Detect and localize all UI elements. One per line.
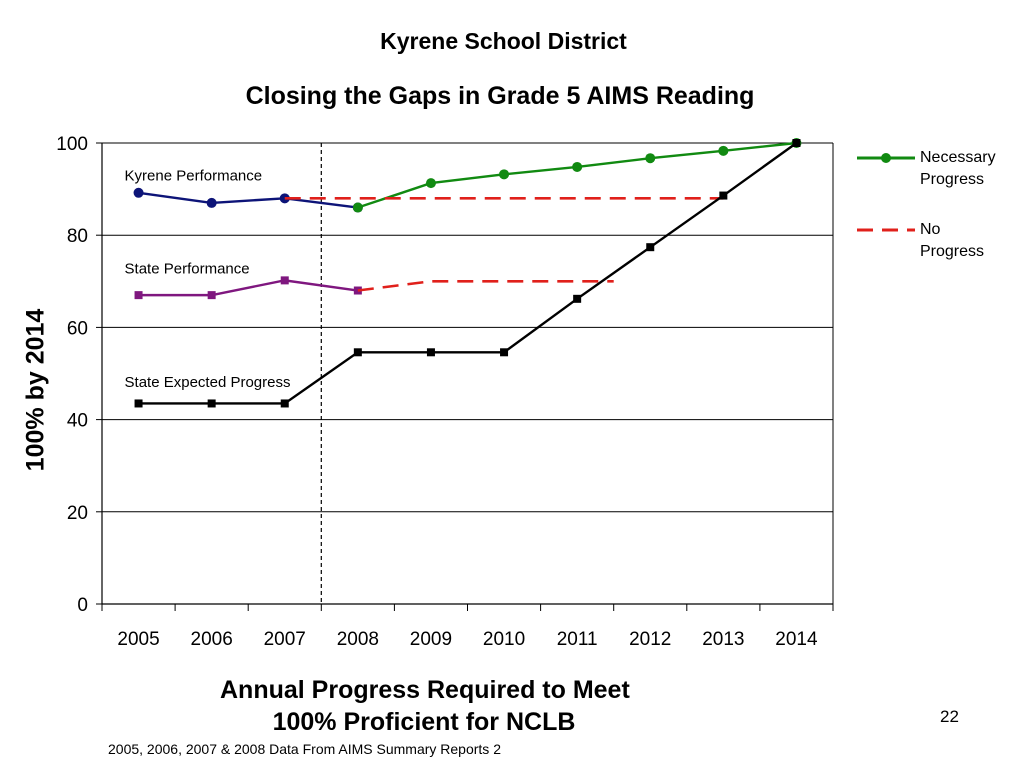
data-point-state-expected-progress bbox=[134, 399, 143, 408]
data-point-state-expected-progress bbox=[719, 191, 728, 200]
data-point-state-performance bbox=[134, 291, 143, 300]
data-point-necessary-progress bbox=[718, 145, 729, 156]
y-tick-label: 80 bbox=[67, 226, 88, 247]
y-tick-label: 40 bbox=[67, 411, 88, 432]
x-tick-label: 2005 bbox=[117, 629, 159, 650]
legend-label-necessary-progress: Necessary Progress bbox=[920, 147, 1020, 191]
data-point-necessary-progress bbox=[572, 161, 583, 172]
data-point-state-performance bbox=[280, 276, 289, 285]
slide-title: Kyrene School District bbox=[380, 28, 627, 54]
legend-label-necessary-progress-line2: Progress bbox=[920, 171, 985, 188]
chart-title: Closing the Gaps in Grade 5 AIMS Reading bbox=[245, 82, 755, 110]
annotation-state-performance: State Performance bbox=[125, 260, 250, 277]
data-point-state-expected-progress bbox=[426, 348, 435, 357]
x-tick-label: 2013 bbox=[702, 629, 744, 650]
legend-label-necessary-progress-line1: Necessary bbox=[920, 149, 996, 166]
legend-label-no-progress: No Progress bbox=[920, 219, 1020, 263]
page-number: 22 bbox=[940, 707, 959, 726]
data-point-state-expected-progress bbox=[792, 139, 801, 147]
data-point-necessary-progress bbox=[425, 178, 436, 189]
series-line-state-performance bbox=[138, 279, 359, 297]
x-axis-label-line1: Annual Progress Required to Meet bbox=[220, 676, 630, 704]
x-tick-label: 2006 bbox=[191, 629, 233, 650]
annotation-state-expected-progress: State Expected Progress bbox=[125, 374, 291, 391]
data-point-necessary-progress bbox=[499, 169, 510, 180]
data-point-kyrene-performance bbox=[206, 197, 217, 208]
data-point-state-expected-progress bbox=[207, 399, 216, 408]
legend-swatch-necessary-progress bbox=[857, 153, 915, 163]
x-tick-label: 2012 bbox=[629, 629, 671, 650]
x-axis-label: Annual Progress Required to Meet 100% Pr… bbox=[220, 674, 630, 738]
x-tick-label: 2014 bbox=[775, 629, 818, 650]
footnote: 2005, 2006, 2007 & 2008 Data From AIMS S… bbox=[108, 741, 501, 757]
legend-label-no-progress-line2: Progress bbox=[920, 243, 985, 260]
series-line-no-progress bbox=[357, 279, 614, 292]
data-point-necessary-progress bbox=[352, 202, 363, 213]
legend-swatch-no-progress bbox=[857, 228, 915, 232]
y-tick-label: 60 bbox=[67, 318, 88, 339]
y-axis-label: 100% by 2014 bbox=[21, 308, 50, 472]
data-point-necessary-progress bbox=[645, 153, 656, 164]
x-tick-label: 2009 bbox=[410, 629, 452, 650]
x-tick-label: 2007 bbox=[264, 629, 306, 650]
annotation-kyrene-performance: Kyrene Performance bbox=[125, 167, 263, 184]
x-axis-label-line2: 100% Proficient for NCLB bbox=[272, 708, 576, 736]
data-point-state-expected-progress bbox=[280, 399, 289, 408]
data-point-state-expected-progress bbox=[353, 348, 362, 357]
series-line-kyrene-performance bbox=[138, 191, 359, 209]
data-point-state-expected-progress bbox=[646, 243, 655, 252]
x-tick-label: 2010 bbox=[483, 629, 525, 650]
y-tick-label: 20 bbox=[67, 503, 88, 524]
data-point-state-expected-progress bbox=[500, 348, 509, 357]
data-point-state-performance bbox=[207, 291, 216, 300]
data-point-kyrene-performance bbox=[133, 187, 144, 198]
y-tick-label: 0 bbox=[77, 595, 88, 616]
series-line-state-expected-progress bbox=[138, 142, 798, 405]
data-point-state-expected-progress bbox=[573, 294, 582, 303]
x-tick-label: 2008 bbox=[337, 629, 379, 650]
legend-label-no-progress-line1: No bbox=[920, 221, 941, 238]
y-tick-label: 100 bbox=[56, 134, 88, 155]
x-tick-label: 2011 bbox=[557, 629, 598, 650]
